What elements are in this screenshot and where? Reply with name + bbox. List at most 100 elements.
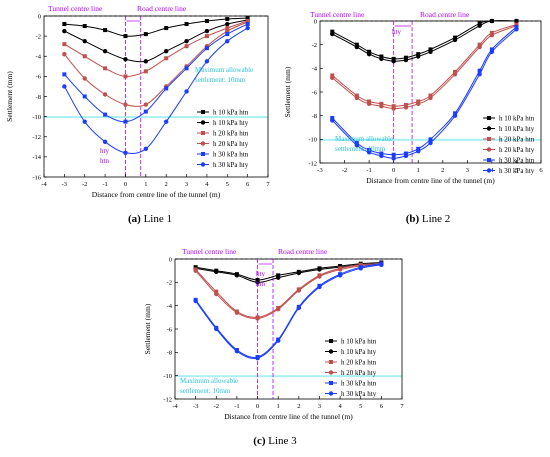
legend-label: h 20 kPa htn: [499, 136, 535, 144]
series-2: [330, 18, 519, 64]
road-centre-label: Road centre line: [420, 10, 470, 19]
data-point: [296, 270, 302, 276]
data-point: [123, 119, 128, 124]
legend-marker: [329, 339, 333, 343]
x-tick-label: -2: [214, 403, 219, 410]
data-point: [164, 86, 169, 91]
data-point: [225, 21, 230, 27]
x-tick-label: 6: [539, 167, 543, 174]
y-tick-label: -12: [308, 160, 317, 167]
data-point: [193, 268, 198, 273]
legend-label: h 30 kPa hty: [499, 167, 535, 175]
htn-label: htn: [100, 157, 109, 165]
data-point: [296, 288, 302, 293]
y-tick-label: 0: [314, 18, 317, 25]
y-tick-label: -6: [167, 326, 173, 333]
x-tick-label: 4: [338, 403, 342, 410]
data-point: [82, 54, 87, 59]
data-point: [391, 56, 396, 61]
x-tick-label: 3: [466, 167, 469, 174]
y-tick-label: 0: [38, 13, 41, 20]
data-point: [367, 99, 372, 104]
data-point: [184, 89, 189, 94]
x-tick-label: -2: [342, 167, 347, 174]
legend-label: h 20 kPa htn: [341, 359, 377, 367]
data-point: [337, 273, 343, 278]
data-point: [62, 52, 67, 57]
data-point: [214, 289, 219, 294]
data-point: [82, 76, 87, 81]
legend-label: h 30 kPa htn: [499, 157, 535, 165]
x-tick-label: 0: [124, 181, 127, 188]
data-point: [379, 101, 384, 106]
data-point: [103, 112, 108, 117]
x-axis-label: Distance from centre line of the tunnel …: [224, 412, 353, 421]
x-tick-label: 7: [400, 403, 404, 410]
data-point: [416, 148, 421, 154]
htn-label: htn: [256, 280, 265, 288]
data-point: [366, 51, 372, 57]
data-point: [330, 31, 335, 37]
legend-label: h 10 kPa htn: [341, 338, 377, 346]
data-point: [143, 59, 149, 64]
legend-marker: [329, 381, 333, 385]
y-tick-label: -4: [167, 303, 173, 310]
series-5: [62, 22, 250, 124]
x-tick-label: 4: [205, 181, 209, 188]
data-point: [489, 33, 495, 38]
x-tick-label: 6: [246, 181, 250, 188]
series-line: [64, 19, 248, 63]
data-point: [403, 103, 408, 108]
data-point: [452, 37, 458, 43]
data-point: [354, 93, 359, 98]
legend-label: h 30 kPa hty: [213, 161, 249, 169]
x-tick-label: 1: [144, 181, 147, 188]
legend-marker: [200, 141, 206, 146]
data-point: [255, 316, 260, 321]
legend-label: h 30 kPa htn: [341, 380, 377, 388]
legend-marker: [486, 168, 492, 173]
data-point: [453, 111, 458, 116]
data-point: [123, 102, 128, 107]
series-line: [64, 23, 248, 123]
data-point: [416, 101, 421, 107]
road-centre-label: Road centre line: [137, 4, 187, 13]
data-point: [403, 57, 409, 63]
series-line: [63, 27, 248, 154]
y-tick-label: -6: [36, 74, 42, 81]
data-point: [143, 69, 148, 74]
x-tick-label: 5: [226, 181, 229, 188]
chart-3: -4 -3 -2 -1 0 1 2 3 4 5 6 70-2-4-6-8-10-12Distance …: [143, 247, 404, 447]
data-point: [82, 119, 87, 124]
data-point: [379, 56, 384, 62]
series-6: [193, 262, 384, 361]
legend-label: h 20 kPa hty: [499, 146, 535, 154]
data-point: [391, 152, 396, 157]
data-point: [62, 72, 67, 77]
y-axis-label: Settlement (mm): [143, 303, 152, 354]
y-tick-label: -12: [163, 396, 172, 403]
data-point: [143, 109, 148, 114]
data-point: [204, 46, 209, 51]
series-line: [195, 264, 382, 360]
data-point: [163, 119, 169, 124]
max-allowable-value: settlement: 10mm: [335, 145, 386, 153]
x-tick-label: -1: [366, 167, 371, 174]
legend-marker: [201, 152, 205, 156]
series-line: [332, 20, 517, 62]
y-tick-label: -2: [312, 42, 317, 49]
series-6: [330, 27, 519, 161]
caption-text: Line 2: [419, 213, 450, 225]
data-point: [275, 275, 281, 280]
data-point: [453, 69, 458, 74]
data-point: [193, 298, 198, 304]
data-point: [477, 68, 482, 73]
legend-marker: [328, 349, 334, 354]
data-point: [514, 24, 519, 29]
legend-label: h 10 kPa hty: [213, 119, 249, 127]
data-point: [477, 42, 482, 47]
data-point: [416, 52, 421, 57]
legend-marker: [486, 147, 492, 152]
data-point: [379, 54, 384, 59]
